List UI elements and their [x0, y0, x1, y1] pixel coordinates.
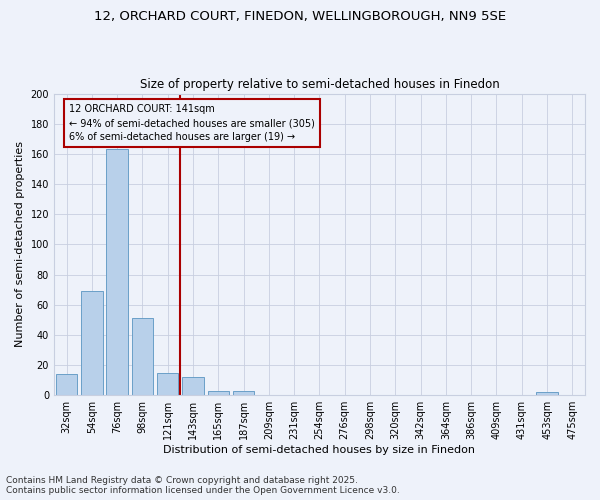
Y-axis label: Number of semi-detached properties: Number of semi-detached properties — [15, 142, 25, 348]
Title: Size of property relative to semi-detached houses in Finedon: Size of property relative to semi-detach… — [140, 78, 499, 91]
Text: 12, ORCHARD COURT, FINEDON, WELLINGBOROUGH, NN9 5SE: 12, ORCHARD COURT, FINEDON, WELLINGBOROU… — [94, 10, 506, 23]
Bar — [208, 390, 229, 395]
Bar — [106, 150, 128, 395]
Bar — [182, 377, 204, 395]
Bar — [56, 374, 77, 395]
X-axis label: Distribution of semi-detached houses by size in Finedon: Distribution of semi-detached houses by … — [163, 445, 475, 455]
Bar — [131, 318, 153, 395]
Bar — [233, 390, 254, 395]
Text: 12 ORCHARD COURT: 141sqm
← 94% of semi-detached houses are smaller (305)
6% of s: 12 ORCHARD COURT: 141sqm ← 94% of semi-d… — [69, 104, 315, 142]
Bar — [81, 291, 103, 395]
Bar — [536, 392, 558, 395]
Text: Contains HM Land Registry data © Crown copyright and database right 2025.
Contai: Contains HM Land Registry data © Crown c… — [6, 476, 400, 495]
Bar — [157, 372, 178, 395]
